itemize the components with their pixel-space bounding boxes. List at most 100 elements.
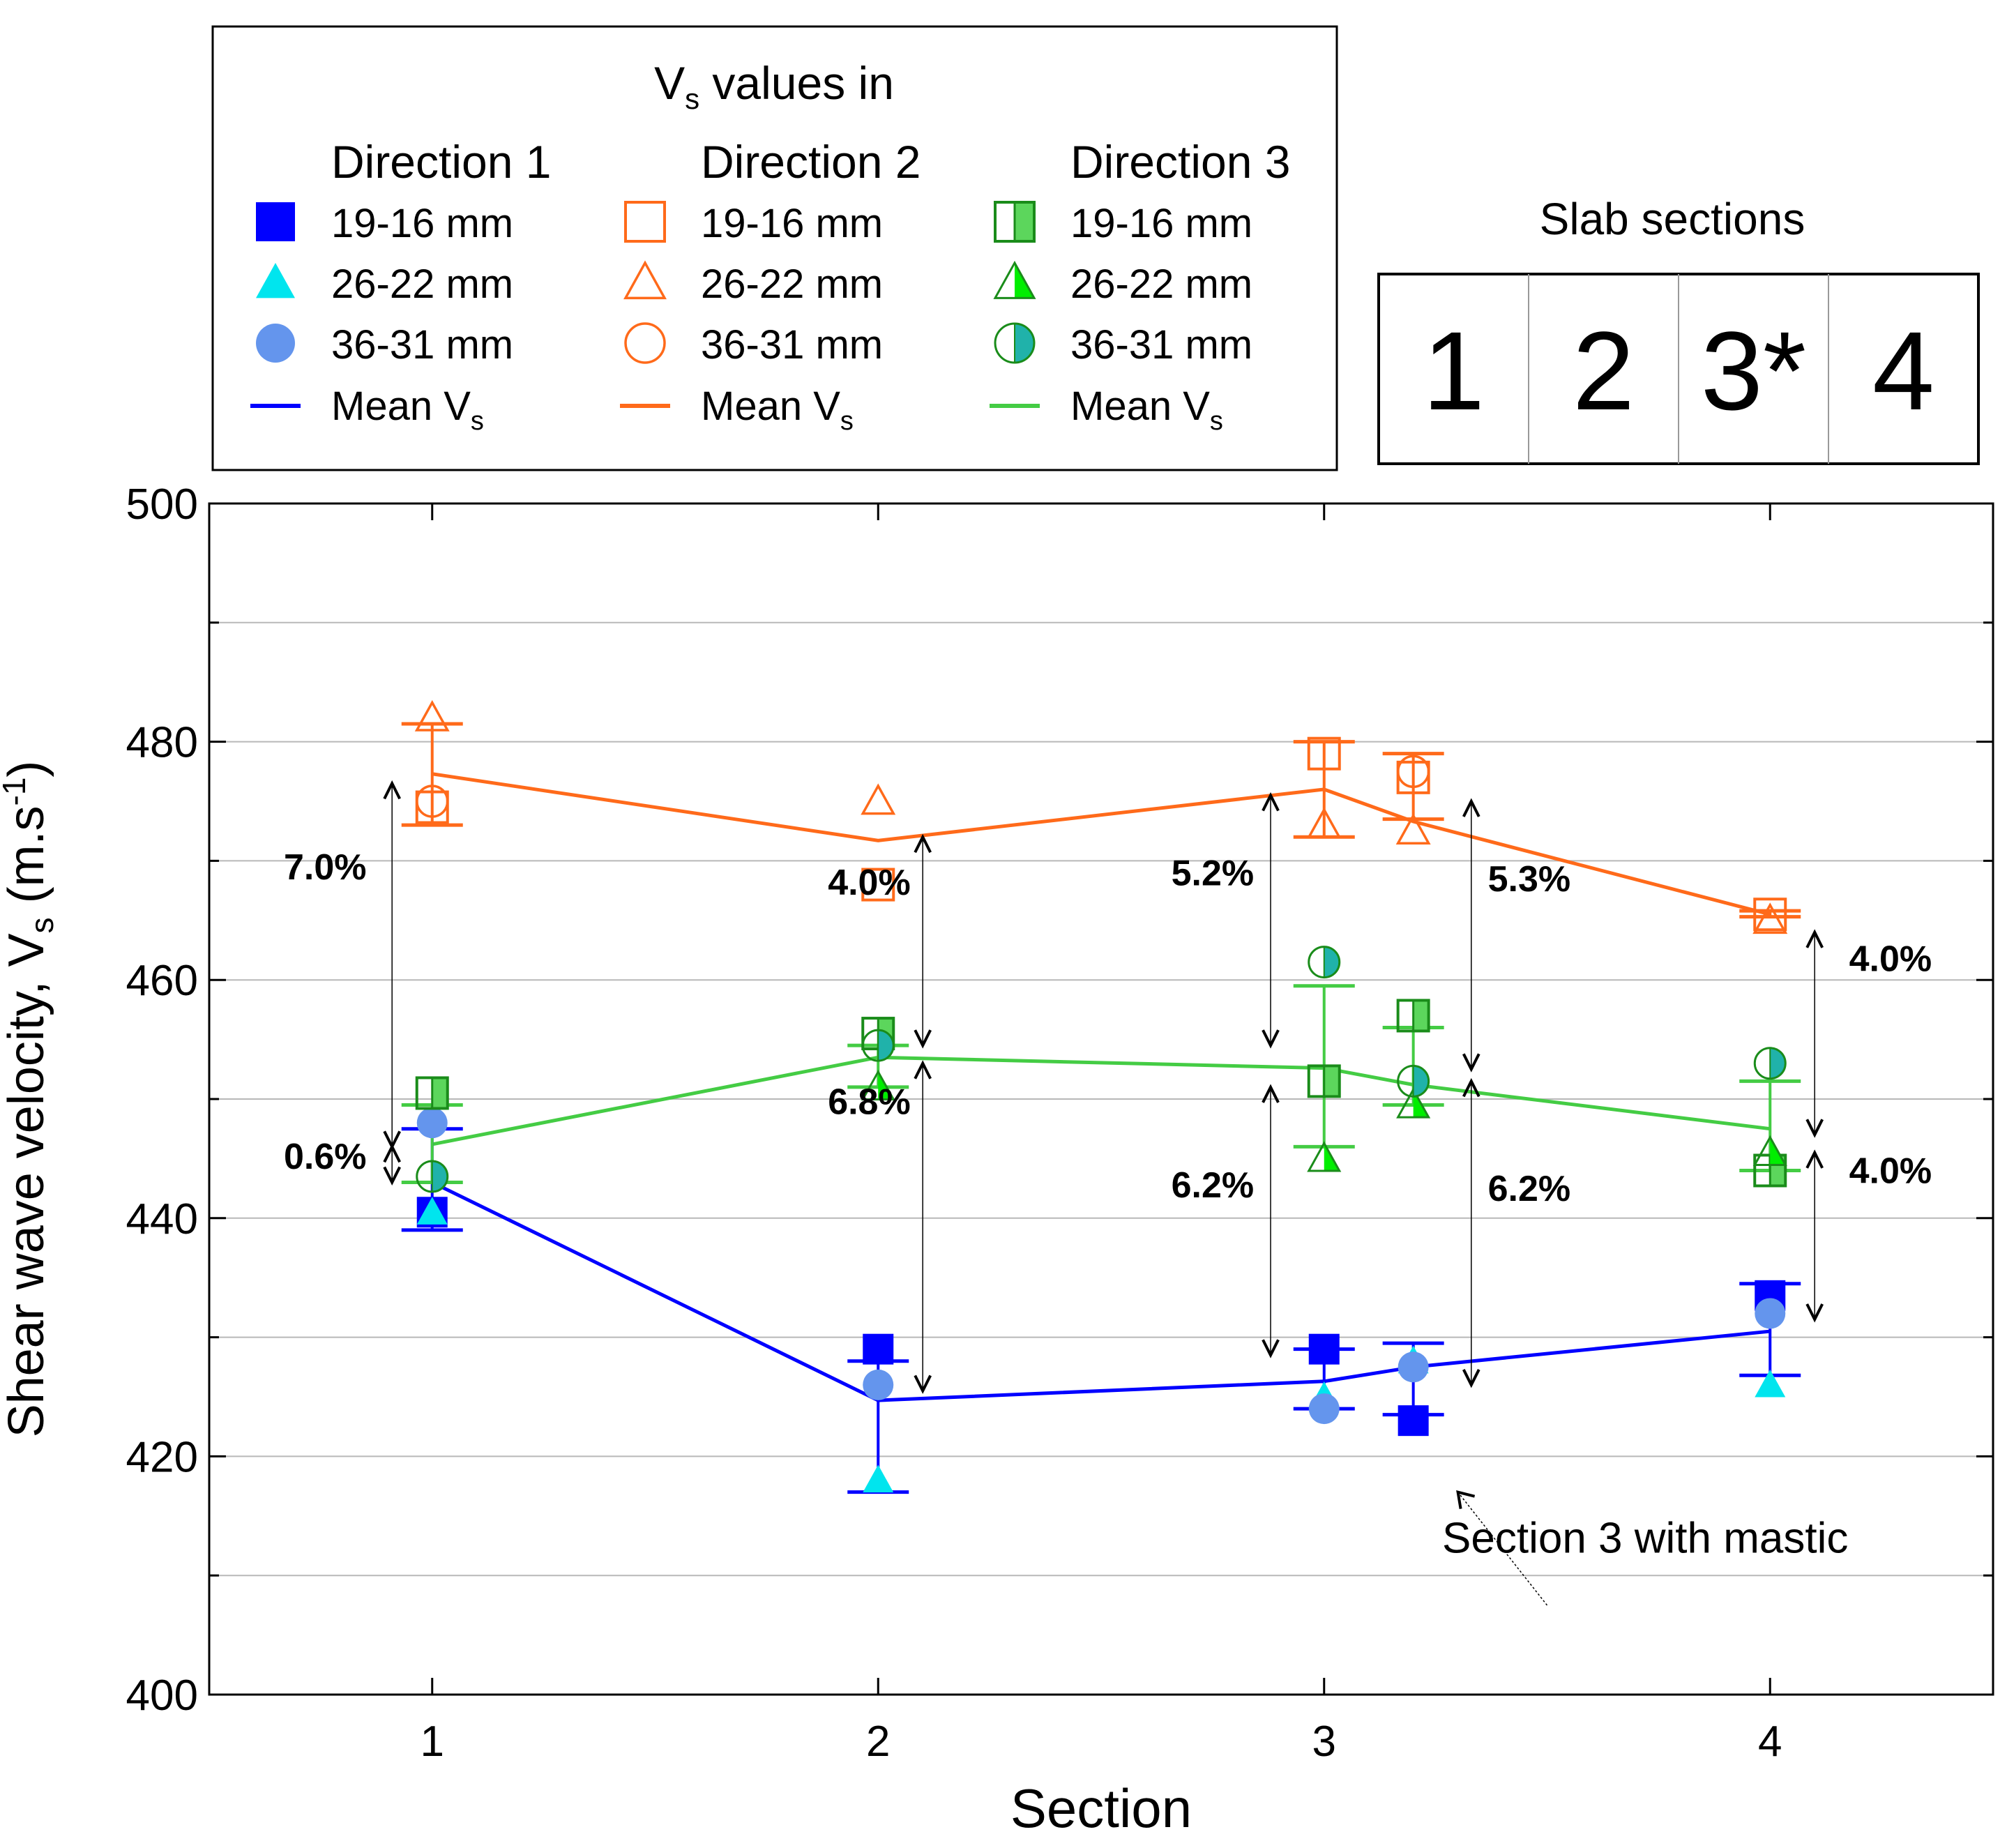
data-point xyxy=(861,1029,895,1062)
data-point xyxy=(1307,1064,1341,1098)
data-point xyxy=(416,1107,448,1139)
legend-item: 19-16 mm xyxy=(256,201,513,246)
legend-title-rest: values in xyxy=(699,57,894,109)
legend-column-direction-2: Direction 2 19-16 mm 26-22 mm 36-31 mm Mean … xyxy=(620,136,921,436)
legend-item-label: 19-16 mm xyxy=(701,201,883,246)
difference-label: 4.0% xyxy=(828,863,911,903)
arrow-head-top xyxy=(914,1060,932,1080)
data-point xyxy=(415,1076,449,1110)
circle-fill xyxy=(1413,1066,1429,1097)
arrow-head-top xyxy=(1462,1077,1480,1098)
x-tick-label: 3 xyxy=(1312,1718,1336,1766)
legend-item-label-sub: s xyxy=(471,407,484,436)
arrow-head-bottom xyxy=(1805,1119,1824,1138)
square-shape xyxy=(624,201,666,243)
data-point xyxy=(414,699,450,732)
legend-marker-swatch xyxy=(994,201,1036,243)
data-point xyxy=(1396,999,1430,1033)
slab-section-label: 1 xyxy=(1423,308,1485,433)
difference-label: 0.6% xyxy=(284,1137,367,1177)
axes: 400 420 440 460 480 500 1 2 3 4 Section Shear wave … xyxy=(0,480,1993,1839)
data-point xyxy=(1397,1064,1430,1098)
legend-item-label: 36-31 mm xyxy=(331,322,513,368)
series-direction-3-19-16-mm xyxy=(415,999,1787,1188)
arrow-head-bottom xyxy=(383,1166,401,1186)
legend-item: 36-31 mm xyxy=(624,322,883,368)
legend-item: 36-31 mm xyxy=(256,322,513,368)
triangle-shape xyxy=(1752,1135,1787,1166)
circle-shape xyxy=(1398,1351,1429,1383)
legend-marker-swatch xyxy=(256,324,295,363)
data-point xyxy=(863,1333,894,1365)
legend-item-label-main: 26-22 mm xyxy=(1070,262,1252,307)
data-point xyxy=(1395,813,1431,845)
slab-sections-title: Slab sections xyxy=(1540,194,1805,244)
arrow-head-bottom xyxy=(1462,1369,1480,1388)
legend-column-direction-3: Direction 3 19-16 mm 26-22 mm 36-31 mm Mean … xyxy=(990,136,1290,436)
difference-arrow: 0.6% xyxy=(284,1137,401,1186)
circle-shape xyxy=(863,1369,894,1400)
legend-marker-swatch xyxy=(993,260,1036,299)
legend-item-label: 36-31 mm xyxy=(701,322,883,368)
triangle-shape xyxy=(1396,1087,1431,1119)
arrow-head-top xyxy=(1262,1084,1280,1103)
square-shape xyxy=(1308,1333,1340,1365)
circle-shape xyxy=(416,1107,448,1139)
arrow-head-bottom xyxy=(1262,1339,1280,1358)
y-tick-label: 460 xyxy=(126,957,198,1005)
legend-item-label: Mean Vs xyxy=(1070,384,1223,436)
series-direction-3-26-22-mm xyxy=(861,1069,1787,1172)
callout-leader xyxy=(1457,1492,1548,1606)
arrow-head-bottom xyxy=(914,1374,932,1394)
arrow-head-top xyxy=(383,780,401,800)
arrow-head-bottom xyxy=(1262,1029,1280,1049)
y-axis-label-sub: s xyxy=(24,917,60,933)
square-shape xyxy=(1753,898,1787,932)
legend-marker-swatch xyxy=(256,263,295,298)
triangle-shape xyxy=(993,260,1036,299)
legend-item-label-main: 36-31 mm xyxy=(701,322,883,368)
data-point xyxy=(416,1197,448,1225)
difference-arrow: 6.8% xyxy=(828,1060,932,1394)
legend-item-label-main: 19-16 mm xyxy=(331,201,513,246)
arrow-head-top xyxy=(1462,798,1480,817)
legend-item-label: 36-31 mm xyxy=(1070,322,1252,368)
arrow-head-top xyxy=(914,833,932,854)
legend-item: 26-22 mm xyxy=(993,260,1252,307)
legend-item-label-sub: s xyxy=(840,407,854,436)
data-point xyxy=(861,783,896,815)
y-tick-label: 500 xyxy=(126,480,198,529)
gridlines xyxy=(209,621,1993,1577)
legend-item-label: Mean Vs xyxy=(701,384,854,436)
arrow-head-top xyxy=(383,1143,401,1163)
legend-title-main: V xyxy=(654,57,685,109)
data-point xyxy=(1752,902,1788,934)
difference-arrow: 7.0% xyxy=(284,780,401,1150)
legend-item-label-main: 26-22 mm xyxy=(331,262,513,307)
legend-item: 26-22 mm xyxy=(256,262,513,307)
difference-arrow: 5.2% xyxy=(1172,792,1280,1049)
data-point xyxy=(416,785,449,818)
difference-arrow: 4.0% xyxy=(828,833,932,1049)
legend-item: 19-16 mm xyxy=(994,201,1252,246)
triangle-shape xyxy=(1395,813,1431,845)
square-shape xyxy=(861,868,895,902)
legend-item: Mean Vs xyxy=(990,384,1223,436)
legend-column-header: Direction 2 xyxy=(701,136,921,188)
circle-fill xyxy=(432,1161,448,1192)
data-point xyxy=(863,1369,894,1400)
difference-arrow: 6.2% xyxy=(1462,1077,1571,1388)
difference-label: 4.0% xyxy=(1849,939,1932,979)
data-point xyxy=(1306,807,1342,839)
data-point xyxy=(1752,1135,1787,1166)
triangle-shape xyxy=(623,260,667,300)
triangle-shape xyxy=(1306,807,1342,839)
arrow-head-top xyxy=(1805,929,1824,948)
slab-section-label: 3* xyxy=(1701,308,1806,433)
data-point xyxy=(1753,1047,1787,1080)
difference-label: 6.2% xyxy=(1488,1169,1571,1209)
y-axis-label: Shear wave velocity, Vs (m.s-1) xyxy=(0,761,60,1438)
difference-label: 5.3% xyxy=(1488,859,1571,900)
arrow-head-bottom xyxy=(1462,1053,1480,1073)
